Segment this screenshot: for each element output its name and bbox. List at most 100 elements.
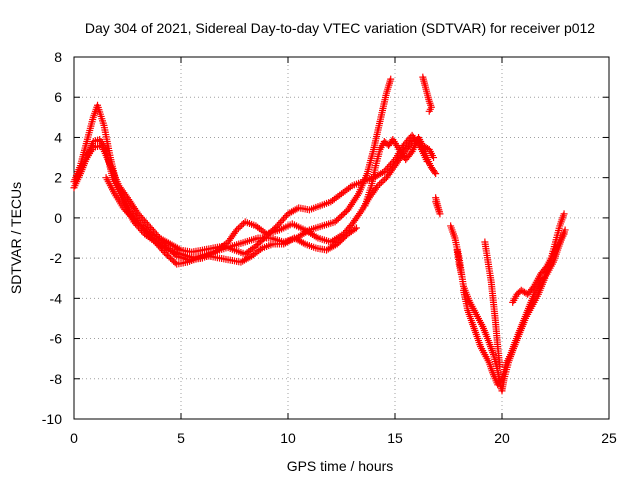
x-tick-label: 15	[387, 430, 403, 446]
data-point	[124, 209, 132, 217]
data-point	[239, 220, 247, 228]
data-point	[171, 251, 179, 259]
data-point	[377, 178, 385, 186]
data-point	[153, 240, 161, 248]
data-point	[156, 243, 164, 251]
x-axis-label: GPS time / hours	[287, 458, 394, 474]
data-point	[351, 225, 359, 233]
y-axis-label: SDTVAR / TECUs	[8, 182, 24, 294]
data-point	[231, 228, 239, 236]
data-point	[139, 215, 147, 223]
data-point	[381, 175, 389, 183]
data-point	[356, 210, 364, 218]
data-point	[275, 220, 283, 228]
data-point	[341, 209, 349, 217]
data-point	[236, 223, 244, 231]
data-point	[134, 210, 142, 218]
data-point	[273, 222, 281, 230]
x-tick-label: 0	[70, 430, 78, 446]
data-point	[127, 212, 135, 220]
series-10	[481, 238, 504, 371]
data-point	[423, 158, 431, 166]
data-point	[119, 204, 127, 212]
data-point	[160, 248, 168, 256]
data-points	[70, 73, 569, 395]
data-point	[144, 229, 152, 237]
data-point	[166, 246, 174, 254]
data-point	[560, 230, 568, 238]
chart-title: Day 304 of 2021, Sidereal Day-to-day VTE…	[85, 20, 595, 36]
data-point	[122, 192, 130, 200]
data-point	[147, 233, 155, 241]
data-point	[376, 180, 384, 188]
data-point	[238, 221, 246, 229]
data-point	[140, 217, 148, 225]
data-point	[151, 238, 159, 246]
data-point	[386, 161, 394, 169]
data-point	[331, 218, 339, 226]
data-point	[136, 212, 144, 220]
y-tick-label: -10	[42, 411, 62, 427]
data-point	[148, 225, 156, 233]
data-point	[170, 249, 178, 257]
y-tick-label: 6	[54, 89, 62, 105]
y-tick-label: 4	[54, 129, 62, 145]
series-3	[72, 131, 431, 258]
data-point	[272, 223, 280, 231]
y-tick-label: -4	[50, 290, 63, 306]
data-point	[157, 245, 165, 253]
data-point	[338, 212, 345, 220]
data-point	[561, 226, 569, 234]
x-tick-label: 5	[177, 430, 185, 446]
data-point	[496, 363, 504, 371]
data-point	[142, 218, 150, 226]
data-point	[148, 235, 156, 243]
data-point	[431, 168, 439, 176]
data-point	[382, 166, 390, 174]
axis-ticks: 0 5 10 15 20 25 -10 -8 -6 -4 -2 0 2 4 6 8	[42, 49, 617, 446]
data-point	[234, 224, 242, 232]
series-12	[453, 246, 465, 278]
data-point	[457, 270, 465, 278]
data-point	[145, 222, 153, 230]
data-point	[278, 217, 286, 225]
data-point	[154, 241, 162, 249]
data-point	[389, 157, 397, 165]
data-point	[128, 214, 136, 222]
data-point	[334, 215, 342, 223]
y-tick-label: 2	[54, 170, 62, 186]
data-point	[425, 107, 433, 115]
data-point	[233, 226, 241, 234]
series-7	[432, 194, 444, 218]
data-point	[137, 213, 145, 221]
data-point	[146, 224, 154, 232]
x-tick-label: 20	[494, 430, 510, 446]
data-point	[387, 75, 395, 83]
data-point	[373, 183, 381, 191]
data-point	[143, 220, 151, 228]
y-tick-label: 0	[54, 210, 62, 226]
data-point	[352, 224, 360, 232]
data-point	[279, 215, 287, 223]
data-point	[432, 170, 440, 178]
data-point	[122, 207, 130, 215]
data-point	[379, 177, 387, 185]
data-point	[374, 182, 382, 190]
data-point	[153, 231, 161, 239]
data-point	[121, 206, 129, 214]
x-tick-label: 25	[601, 430, 617, 446]
x-tick-label: 10	[280, 430, 296, 446]
series-5	[361, 133, 438, 210]
series-11	[509, 230, 568, 306]
data-point	[333, 216, 341, 224]
data-point	[383, 164, 391, 172]
data-point	[125, 211, 133, 219]
data-point	[142, 228, 150, 236]
data-point	[542, 264, 550, 272]
data-point	[276, 218, 284, 226]
data-point	[542, 272, 550, 280]
data-point	[339, 210, 347, 218]
data-point	[145, 231, 153, 239]
y-tick-label: 8	[54, 49, 62, 65]
data-point	[150, 236, 158, 244]
